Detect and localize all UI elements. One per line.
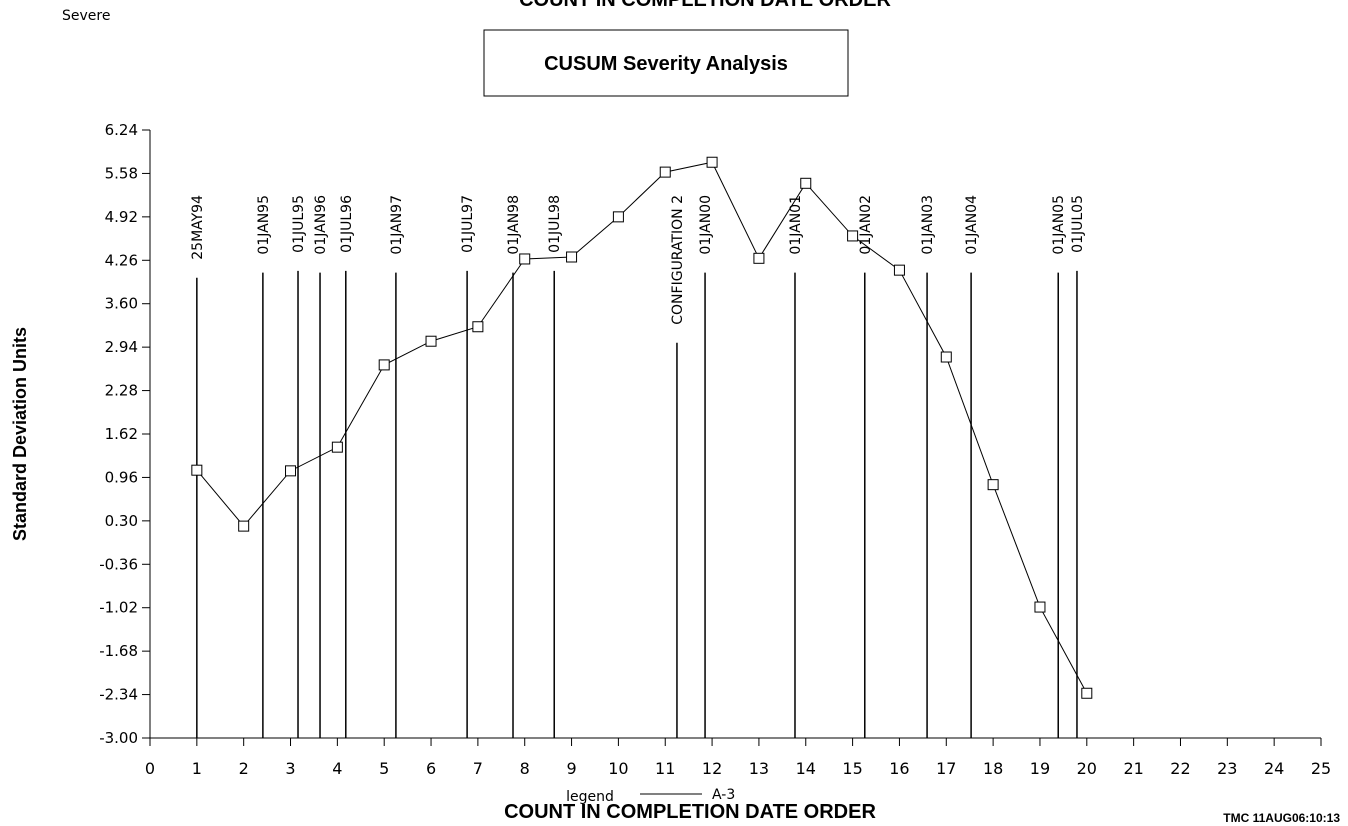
point-marker [472, 321, 484, 333]
y-tick-label: 2.94 [105, 338, 138, 356]
x-axis-label: COUNT IN COMPLETION DATE ORDER [504, 801, 876, 823]
x-tick-label: 12 [702, 759, 722, 778]
point-marker [191, 464, 203, 476]
reference-label: 01JAN04 [964, 195, 980, 255]
x-tick-label: 22 [1170, 759, 1190, 778]
reference-label: 01JUL98 [547, 195, 563, 253]
footer: TMC 11AUG06:10:13 [1223, 811, 1340, 825]
point-marker [987, 479, 999, 491]
y-tick-label: 0.96 [105, 468, 138, 486]
point-marker [940, 351, 952, 363]
legend-label: A-3 [712, 787, 735, 803]
point-marker [659, 166, 671, 178]
point-marker [1034, 601, 1046, 613]
x-tick-label: 1 [192, 759, 202, 778]
x-tick-label: 2 [239, 759, 249, 778]
x-tick-label: 16 [889, 759, 909, 778]
y-tick-label: 4.92 [105, 208, 138, 226]
point-marker [425, 335, 437, 347]
x-tick-label: 9 [566, 759, 576, 778]
reference-label: 01JAN95 [256, 195, 272, 255]
corner-label: Severe [62, 8, 110, 24]
x-tick-label: 14 [796, 759, 816, 778]
y-tick-label: -3.00 [99, 729, 138, 747]
y-tick-label: -0.36 [99, 555, 138, 573]
x-tick-label: 17 [936, 759, 956, 778]
reference-label: 01JAN00 [698, 195, 714, 255]
reference-label: CONFIGURATION 2 [670, 195, 686, 325]
x-tick-label: 21 [1123, 759, 1143, 778]
y-tick-label: 5.58 [105, 164, 138, 182]
x-tick-label: 10 [608, 759, 628, 778]
x-tick-label: 11 [655, 759, 675, 778]
x-tick-label: 5 [379, 759, 389, 778]
point-marker [847, 230, 859, 242]
y-tick-label: -1.02 [99, 599, 138, 617]
x-tick-label: 8 [520, 759, 530, 778]
reference-label: 01JAN96 [313, 195, 329, 255]
y-tick-label: 2.28 [105, 382, 138, 400]
x-tick-label: 0 [145, 759, 155, 778]
reference-label: 01JAN02 [858, 195, 874, 255]
point-marker [238, 520, 250, 532]
point-marker [285, 465, 297, 477]
x-tick-label: 6 [426, 759, 436, 778]
x-tick-label: 18 [983, 759, 1003, 778]
y-tick-label: 3.60 [105, 295, 138, 313]
x-tick-label: 23 [1217, 759, 1237, 778]
reference-label: 01JUL95 [291, 195, 307, 253]
point-marker [893, 264, 905, 276]
point-marker [1081, 687, 1093, 699]
x-tick-label: 3 [285, 759, 295, 778]
point-marker [331, 441, 343, 453]
chart-title: CUSUM Severity Analysis [544, 53, 788, 75]
point-marker [800, 177, 812, 189]
reference-label: 01JAN05 [1051, 195, 1067, 255]
y-tick-label: 1.62 [105, 425, 138, 443]
reference-label: 01JAN97 [389, 195, 405, 255]
title-box [483, 29, 849, 97]
point-marker [753, 252, 765, 264]
x-tick-label: 19 [1030, 759, 1050, 778]
series-line [196, 161, 1088, 694]
legend-title: legend [566, 789, 614, 805]
x-tick-label: 13 [749, 759, 769, 778]
reference-label: 01JUL05 [1070, 195, 1086, 253]
reference-label: 01JAN01 [788, 195, 804, 255]
reference-label: 01JUL96 [339, 195, 355, 253]
x-tick-label: 24 [1264, 759, 1284, 778]
reference-label: 01JAN98 [506, 195, 522, 255]
y-tick-label: -2.34 [99, 686, 138, 704]
y-tick-label: 0.30 [105, 512, 138, 530]
point-marker [566, 251, 578, 263]
reference-label: 01JAN03 [920, 195, 936, 255]
x-tick-label: 15 [842, 759, 862, 778]
x-tick-label: 4 [332, 759, 342, 778]
x-tick-label: 20 [1077, 759, 1097, 778]
point-marker [706, 156, 718, 168]
reference-label: 25MAY94 [190, 195, 206, 260]
y-tick-label: -1.68 [99, 642, 138, 660]
top-text: COUNT IN COMPLETION DATE ORDER [519, 0, 891, 11]
y-tick-label: 4.26 [105, 251, 138, 269]
point-marker [378, 359, 390, 371]
y-tick-label: 6.24 [105, 121, 138, 139]
point-marker [519, 253, 531, 265]
point-marker [612, 211, 624, 223]
x-tick-label: 7 [473, 759, 483, 778]
y-axis-label: Standard Deviation Units [10, 327, 30, 541]
reference-label: 01JUL97 [460, 195, 476, 253]
x-tick-label: 25 [1311, 759, 1331, 778]
